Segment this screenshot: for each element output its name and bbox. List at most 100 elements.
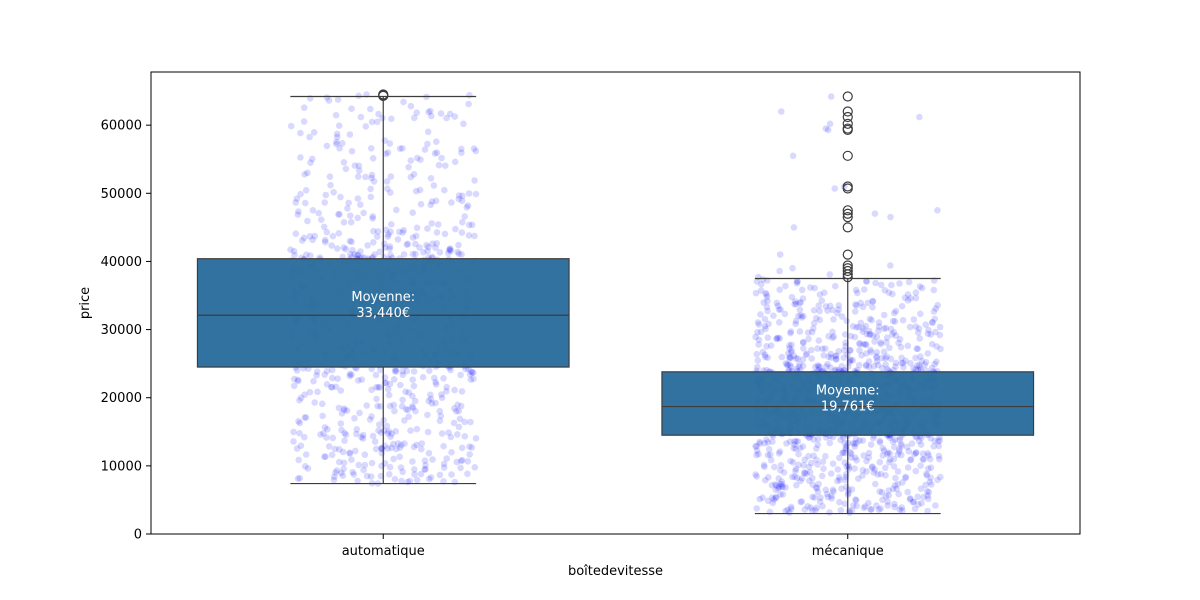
- strip-point: [362, 123, 370, 130]
- strip-point: [795, 312, 802, 320]
- strip-point: [824, 493, 832, 501]
- strip-point: [372, 371, 380, 379]
- strip-point: [814, 362, 822, 369]
- strip-point: [872, 279, 879, 287]
- outlier-marker: [378, 89, 389, 100]
- outlier-marker: [842, 91, 853, 102]
- strip-point: [327, 181, 334, 189]
- strip-point: [807, 504, 814, 512]
- strip-point: [762, 476, 769, 484]
- strip-point: [814, 441, 822, 449]
- strip-point: [378, 445, 386, 453]
- strip-point: [826, 271, 834, 278]
- strip-point: [783, 440, 790, 447]
- strip-point: [868, 464, 876, 471]
- strip-point: [388, 430, 396, 438]
- strip-point: [290, 438, 297, 445]
- strip-point: [342, 431, 350, 439]
- strip-point: [764, 439, 772, 446]
- strip-point: [834, 477, 841, 485]
- strip-point: [825, 333, 832, 340]
- strip-point: [432, 244, 439, 252]
- strip-point: [865, 449, 873, 457]
- strip-point: [426, 367, 433, 375]
- strip-point: [912, 323, 920, 330]
- strip-point: [753, 447, 761, 454]
- strip-point: [292, 230, 300, 237]
- strip-point: [756, 440, 764, 447]
- strip-point: [863, 278, 870, 285]
- strip-point: [341, 406, 348, 414]
- strip-point: [936, 437, 943, 444]
- strip-point: [821, 289, 828, 297]
- strip-point: [467, 376, 475, 383]
- strip-point: [302, 199, 309, 207]
- strip-point: [454, 401, 461, 409]
- strip-point: [310, 377, 317, 385]
- strip-point: [457, 371, 464, 379]
- boxes-layer: Moyenne:33,440€Moyenne:19,761€: [196, 89, 1035, 515]
- strip-point: [777, 462, 785, 469]
- strip-point: [340, 244, 348, 251]
- strip-point: [916, 364, 924, 372]
- strip-point: [349, 468, 357, 476]
- strip-point: [363, 472, 371, 480]
- strip-point: [860, 325, 867, 332]
- strip-point: [374, 228, 382, 235]
- strip-point: [368, 174, 375, 182]
- strip-point: [302, 414, 310, 421]
- strip-point: [924, 350, 932, 357]
- strip-point: [792, 438, 800, 445]
- strip-point: [862, 341, 869, 348]
- strip-point: [356, 409, 363, 417]
- strip-point: [346, 370, 354, 378]
- strip-point: [290, 428, 297, 436]
- strip-point: [461, 213, 469, 220]
- strip-point: [852, 286, 860, 294]
- strip-point: [438, 394, 446, 402]
- strip-point: [424, 225, 431, 232]
- strip-point: [760, 299, 767, 306]
- strip-point: [866, 315, 874, 323]
- strip-point: [753, 451, 760, 459]
- strip-point: [287, 246, 294, 253]
- strip-point: [772, 493, 780, 501]
- strip-point: [765, 320, 772, 328]
- strip-point: [300, 104, 308, 111]
- strip-point: [339, 448, 347, 456]
- strip-point: [868, 316, 875, 324]
- strip-point: [891, 482, 899, 489]
- strip-point: [796, 299, 803, 307]
- strip-point: [898, 354, 905, 362]
- strip-point: [457, 464, 464, 472]
- strip-point: [800, 345, 807, 352]
- strip-point: [346, 237, 354, 245]
- strip-point: [355, 162, 363, 170]
- strip-point: [834, 309, 841, 317]
- strip-point: [411, 397, 419, 405]
- strip-point: [899, 316, 907, 324]
- strip-point: [873, 502, 880, 509]
- strip-point: [412, 240, 419, 248]
- strip-point: [755, 321, 763, 328]
- strip-point: [332, 111, 340, 119]
- strip-point: [418, 445, 425, 453]
- strip-point: [863, 350, 870, 357]
- strip-point: [790, 444, 797, 452]
- strip-point: [899, 479, 906, 486]
- strip-point: [898, 302, 906, 310]
- strip-point: [785, 350, 792, 357]
- strip-point: [796, 328, 804, 335]
- strip-point: [334, 96, 342, 103]
- strip-point: [853, 502, 860, 510]
- strip-point: [348, 456, 355, 464]
- strip-point: [870, 469, 878, 476]
- strip-point: [889, 290, 896, 298]
- strip-point: [762, 289, 769, 297]
- strip-point: [409, 234, 417, 241]
- strip-point: [769, 499, 777, 507]
- strip-point: [814, 461, 821, 468]
- strip-point: [409, 209, 417, 216]
- strip-point: [792, 317, 800, 325]
- strip-point: [375, 110, 382, 118]
